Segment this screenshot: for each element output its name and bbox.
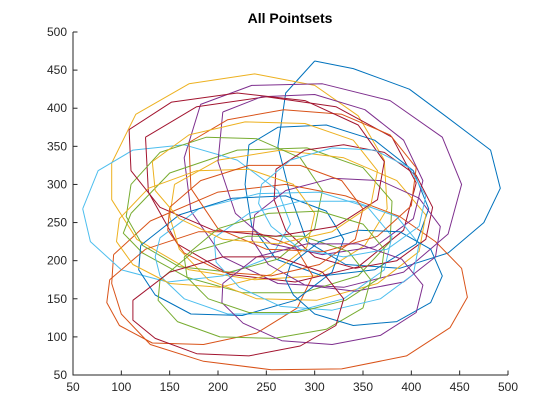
y-tick-label: 450 (47, 63, 67, 77)
pointset-line-25 (221, 243, 424, 345)
x-axis-ticks: 50 100 150 200 250 300 350 400 450 500 (66, 370, 518, 394)
pointset-line-15 (138, 195, 345, 316)
pointset-line-4 (183, 83, 463, 288)
pointset-line-14 (273, 144, 434, 269)
pointset-line-23 (167, 164, 364, 277)
pointset-line-24 (151, 121, 378, 245)
x-tick-label: 250 (256, 380, 276, 394)
y-tick-label: 300 (47, 177, 67, 191)
pointset-line-11 (217, 94, 424, 256)
y-tick-label: 350 (47, 139, 67, 153)
pointset-line-17 (116, 168, 316, 288)
pointset-line-22 (285, 229, 443, 326)
pointset-line-1 (277, 60, 501, 269)
y-tick-label: 100 (47, 330, 67, 344)
y-tick-label: 400 (47, 101, 67, 115)
x-tick-label: 500 (498, 380, 518, 394)
chart-title: All Pointsets (248, 10, 333, 26)
pointset-line-28 (132, 256, 345, 357)
pointset-line-20 (213, 200, 420, 311)
y-tick-label: 50 (54, 368, 68, 382)
pointset-line-13 (154, 191, 393, 315)
pointset-line-10 (169, 149, 427, 301)
x-tick-label: 400 (401, 380, 421, 394)
y-tick-label: 150 (47, 292, 67, 306)
y-axis-ticks: 50 100 150 200 250 300 350 400 450 500 (47, 25, 78, 382)
x-tick-label: 300 (305, 380, 325, 394)
y-tick-label: 500 (47, 25, 67, 39)
x-tick-label: 200 (208, 380, 228, 394)
x-tick-label: 50 (66, 380, 80, 394)
pointset-line-18 (251, 177, 441, 292)
x-tick-label: 350 (353, 380, 373, 394)
y-tick-label: 200 (47, 254, 67, 268)
x-tick-label: 150 (160, 380, 180, 394)
series-group (82, 60, 501, 371)
x-tick-label: 100 (111, 380, 131, 394)
pointset-line-21 (128, 92, 385, 237)
pointset-line-3 (111, 73, 388, 281)
pointset-line-27 (258, 147, 427, 258)
pointset-line-8 (244, 124, 430, 277)
pointset-line-12 (125, 136, 323, 273)
x-tick-label: 450 (450, 380, 470, 394)
pointset-line-19 (157, 235, 372, 339)
pointset-line-26 (183, 210, 385, 313)
y-tick-label: 250 (47, 216, 67, 230)
